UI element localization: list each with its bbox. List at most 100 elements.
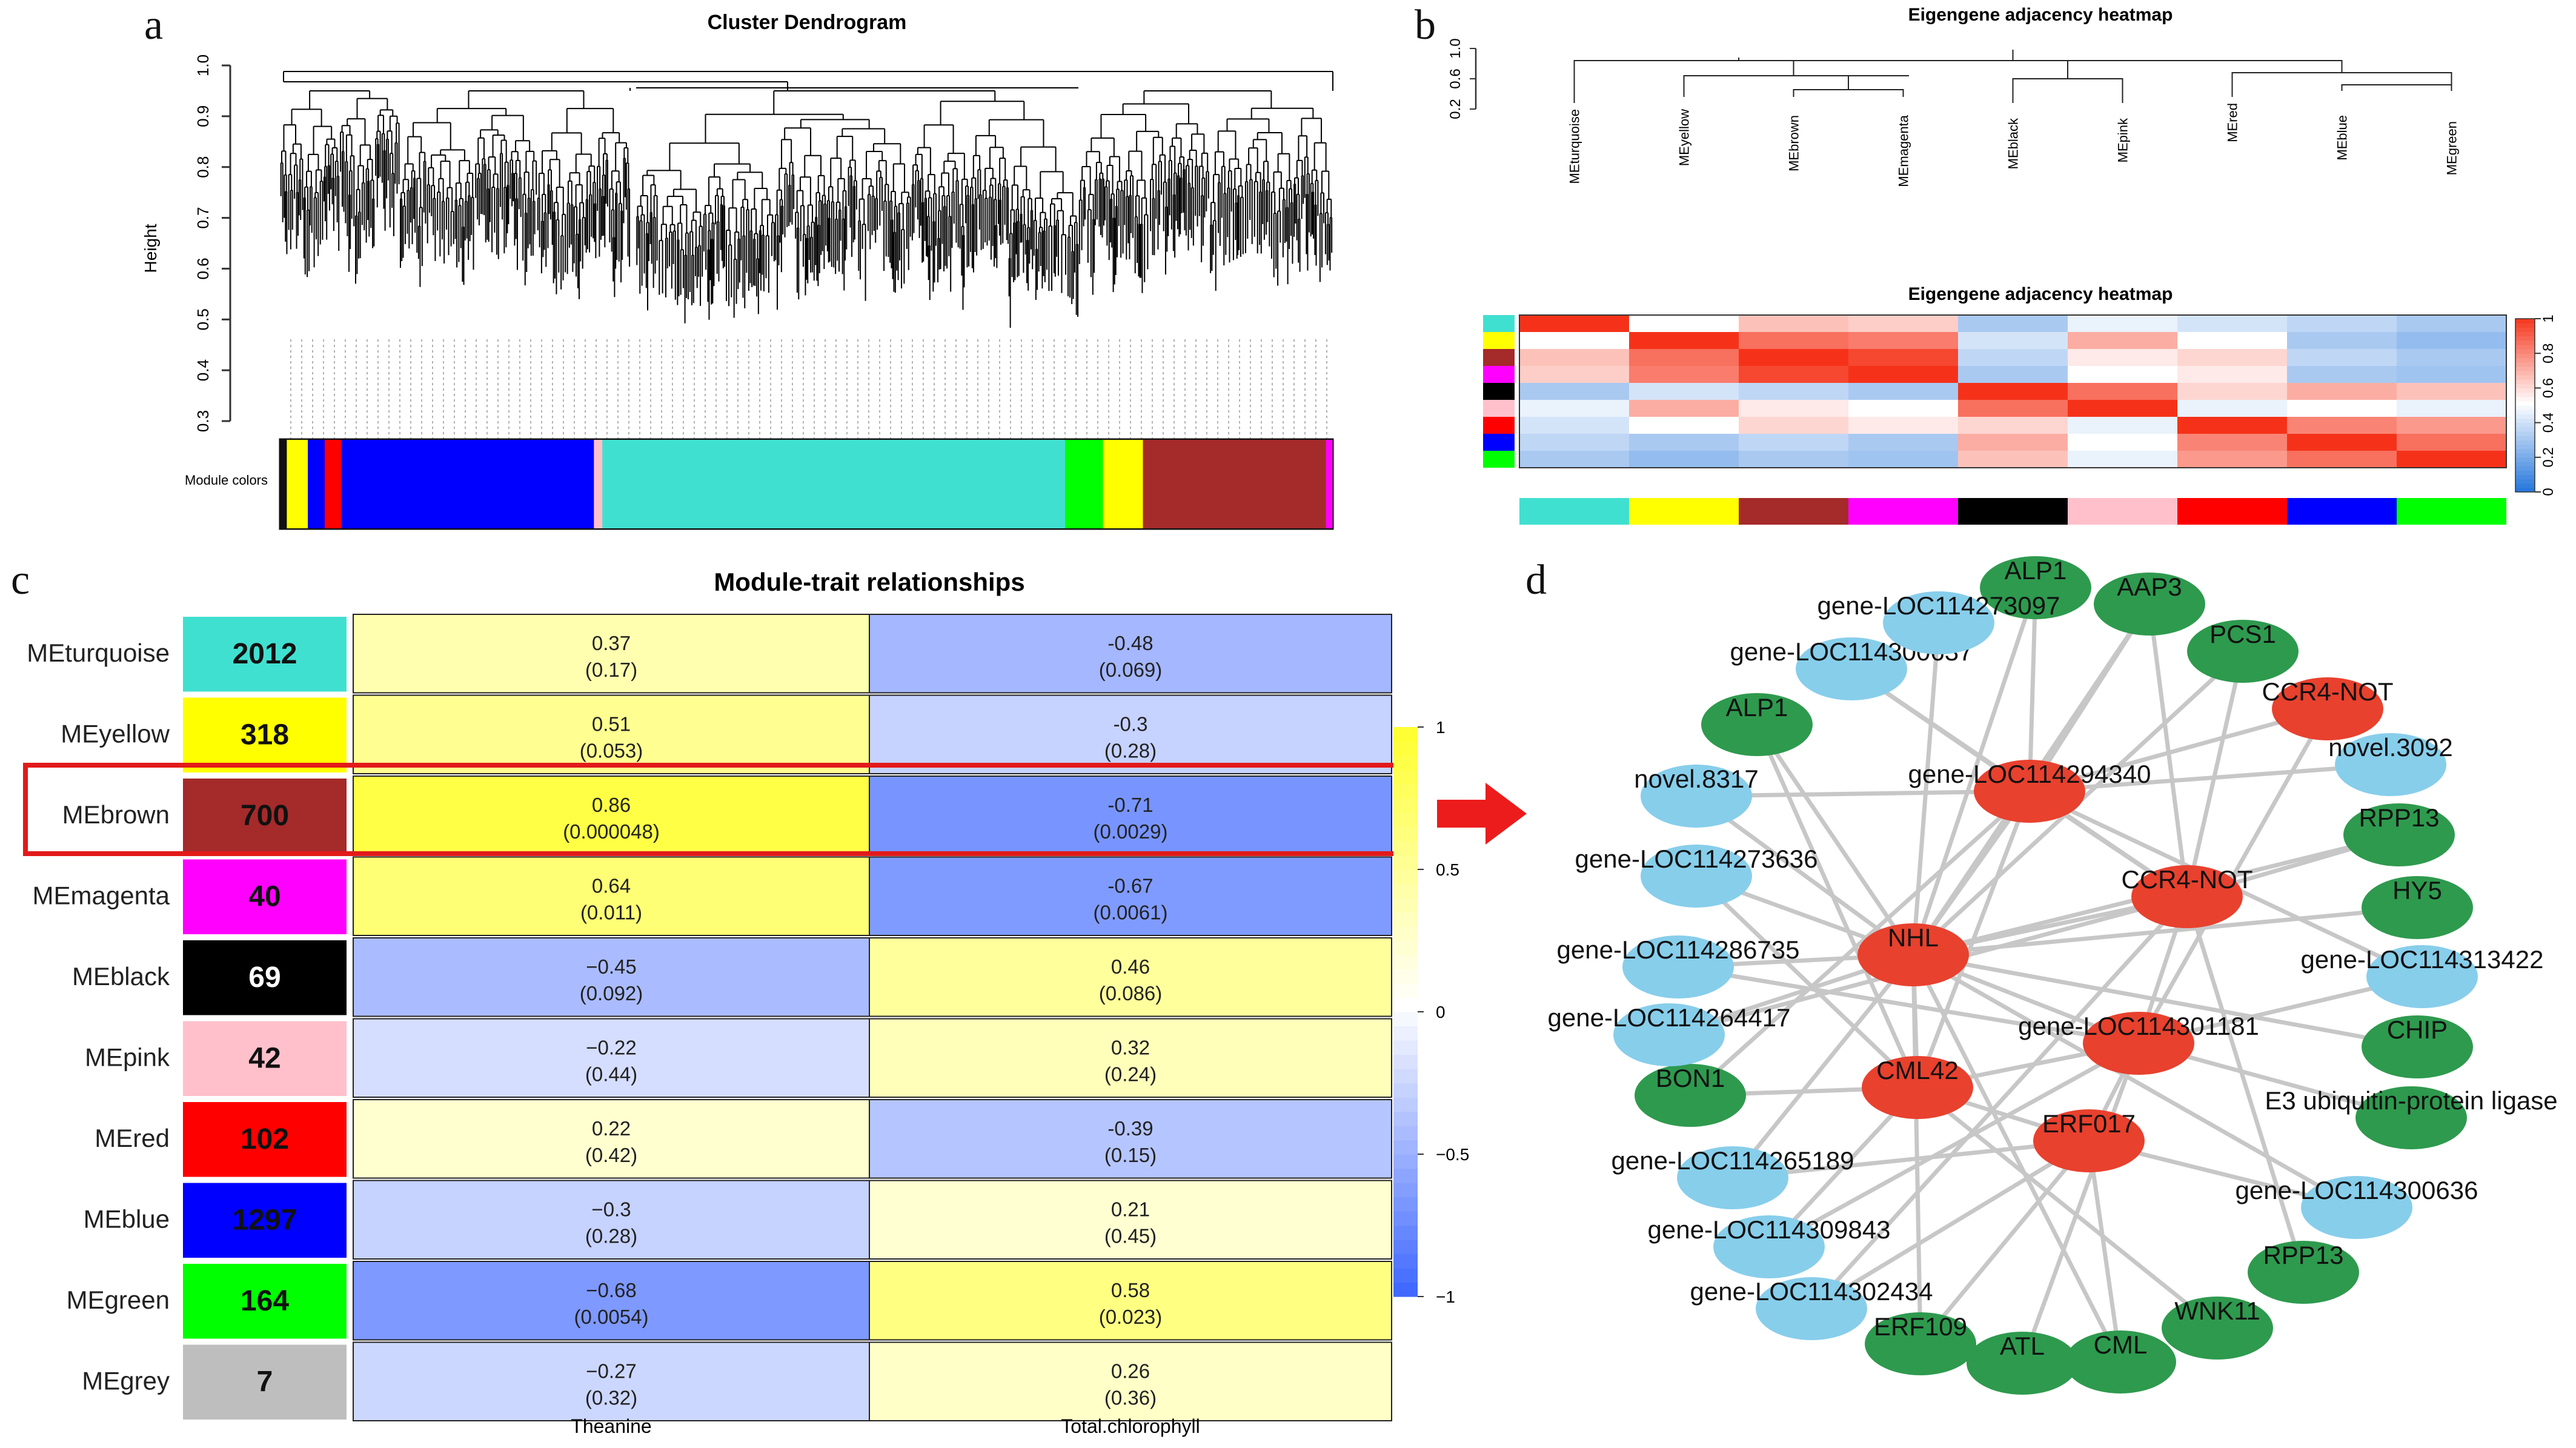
network-node <box>2366 945 2478 1008</box>
heatmap-cell <box>1739 417 1849 434</box>
colorbar-step <box>1393 784 1418 799</box>
network-node <box>1613 1003 1725 1066</box>
colorbar-step <box>2515 331 2535 337</box>
colorbar-step <box>2515 422 2535 428</box>
trait-cell-r: −0.45 <box>586 955 637 978</box>
heatmap-cell <box>1848 383 1959 400</box>
colorbar-step <box>2515 414 2535 419</box>
panel-b-colorbar: 0 0.2 0.4 0.6 0.8 1 <box>2515 314 2557 496</box>
colorbar-step <box>1393 1054 1418 1069</box>
network-node <box>1862 1056 1973 1119</box>
module-size: 7 <box>257 1366 273 1398</box>
network-edge <box>1678 965 2139 1046</box>
heatmap-cell <box>2068 315 2178 333</box>
colorbar-step <box>2515 366 2535 371</box>
heatmap-cell <box>1519 366 1630 384</box>
module-size-box <box>183 1344 347 1420</box>
colorbar-step <box>2515 431 2535 436</box>
trait-cell-p: (0.45) <box>1104 1224 1157 1247</box>
network-node <box>1713 1215 1825 1278</box>
heatmap-cell <box>1958 366 2068 384</box>
ytick-label: 0.8 <box>194 156 212 178</box>
network-node-label: AAP3 <box>2117 573 2182 601</box>
panel-label-a: a <box>144 2 164 48</box>
heatmap-cell <box>1958 332 2068 350</box>
module-label: MEyellow <box>1677 109 1692 166</box>
colorbar-step <box>2515 353 2535 358</box>
trait-cell <box>869 1261 1392 1341</box>
colorbar-step <box>2515 440 2535 445</box>
heatmap-cell <box>1958 451 2068 468</box>
heatmap-cell <box>2177 332 2288 350</box>
colorbar-tick-label: 0.6 <box>2540 378 2557 398</box>
module-label: MEbrown <box>1787 115 1802 171</box>
network-node <box>1635 1064 1746 1127</box>
network-node-label: gene-LOC114302434 <box>1690 1277 1933 1306</box>
network-node <box>1883 591 1994 654</box>
module-size-box <box>183 1183 347 1258</box>
module-label: MEturquoise <box>1567 109 1582 184</box>
network-node <box>1756 1277 1867 1340</box>
colorbar-step <box>1393 940 1418 955</box>
module-size-box <box>183 617 347 692</box>
colorbar-step <box>2515 323 2535 328</box>
colorbar-step <box>1393 912 1418 927</box>
network-node-label: ALP1 <box>1726 693 1788 722</box>
network-edge <box>1810 895 2189 1310</box>
colorbar-step <box>1393 1111 1418 1126</box>
colorbar-step <box>2515 405 2535 410</box>
panel-a-yticks: 0.3 0.4 0.5 0.6 0.7 0.8 0.9 1.0 <box>194 55 230 432</box>
module-size-box <box>183 1102 347 1177</box>
network-edge <box>2147 603 2189 897</box>
heatmap-cell <box>2177 417 2288 434</box>
network-node-label: gene-LOC114309843 <box>1648 1215 1891 1244</box>
heatmap-cell <box>1739 366 1849 384</box>
module-label: MEred <box>2225 103 2240 142</box>
network-node-label: gene-LOC114286735 <box>1557 935 1800 964</box>
panel-c-rows: MEturquoise 2012 0.37 (0.17) -0.48 (0.069) MEy… <box>27 614 1392 1421</box>
panel-a-module-colors-label: Module colors <box>185 473 268 488</box>
trait-cell-r: 0.21 <box>1111 1198 1150 1220</box>
colorbar-step <box>2515 461 2535 467</box>
colorbar-step <box>1393 883 1418 898</box>
panel-a-colorbar-frame <box>279 438 1334 530</box>
trait-cell-r: −0.22 <box>586 1036 637 1058</box>
colorbar-step <box>1393 1211 1418 1226</box>
panel-b-dendrogram-title: Eigengene adjacency heatmap <box>1908 5 2173 25</box>
ytick-label: 0.3 <box>194 410 212 432</box>
module-name: MEturquoise <box>27 639 170 667</box>
trait-cell <box>869 1180 1392 1260</box>
panel-label-b: b <box>1415 2 1436 48</box>
network-node <box>2362 1015 2473 1078</box>
colorbar-step <box>2515 388 2535 393</box>
colorbar-step <box>2515 349 2535 354</box>
trait-cell-r: 0.64 <box>592 874 631 897</box>
module-color-segment <box>281 440 287 528</box>
heatmap-cell <box>2177 434 2288 451</box>
heatmap-cell <box>1739 434 1849 451</box>
heatmap-cell <box>1848 400 1959 417</box>
colorbar-step <box>2515 340 2535 345</box>
module-size: 40 <box>248 880 281 912</box>
colorbar-step <box>1393 826 1418 842</box>
colorbar-tick-label: 1 <box>1436 718 1446 737</box>
dendro-ytick-label: 0.6 <box>1447 68 1464 88</box>
trait-cell <box>869 937 1392 1017</box>
module-label: MEpink <box>2116 118 2131 162</box>
heatmap-cell <box>1739 332 1849 350</box>
panel-a-title: Cluster Dendrogram <box>708 11 907 34</box>
heatmap-cell <box>1848 349 1959 367</box>
heatmap-cell <box>2287 451 2397 468</box>
network-node <box>1677 1146 1788 1209</box>
ytick-label: 0.4 <box>194 359 212 381</box>
colorbar-step <box>1393 1154 1418 1169</box>
panel-c: Module-trait relationships MEturquoise 20… <box>23 568 1527 1437</box>
module-color-segment <box>602 440 1066 528</box>
network-edge <box>2086 1140 2123 1363</box>
heatmap-cell <box>2397 332 2507 350</box>
heatmap-cell <box>2397 366 2507 384</box>
colorbar-tick-label: 0.8 <box>2540 344 2557 364</box>
col-color-swatch <box>2287 498 2397 525</box>
colorbar-step <box>2515 344 2535 350</box>
colorbar-step <box>2515 474 2535 480</box>
